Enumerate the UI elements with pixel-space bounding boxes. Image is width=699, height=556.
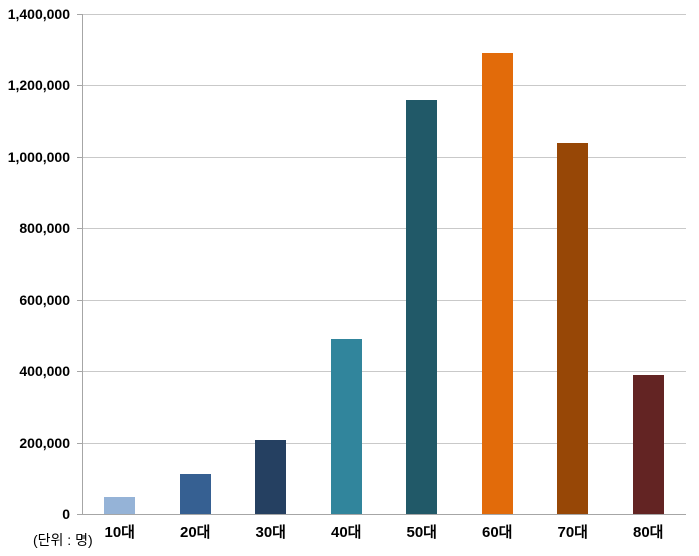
x-axis-label: 50대 — [406, 524, 438, 541]
x-axis-label: 30대 — [255, 524, 287, 541]
gridline — [82, 442, 686, 444]
y-tick — [77, 371, 82, 373]
x-axis-label: 70대 — [557, 524, 589, 541]
bar — [330, 339, 362, 514]
y-tick — [77, 85, 82, 87]
y-tick — [77, 14, 82, 15]
y-tick-label: 400,000 — [19, 363, 70, 380]
gridline — [82, 156, 686, 158]
y-axis-line — [82, 14, 83, 515]
y-tick — [77, 228, 82, 230]
x-axis-label: 40대 — [331, 524, 362, 541]
bar — [632, 374, 664, 514]
y-tick — [77, 299, 82, 301]
y-tick-label: 1,000,000 — [7, 148, 70, 165]
y-tick-label: 200,000 — [19, 434, 70, 451]
x-axis-label: 60대 — [482, 524, 513, 541]
y-tick-label: 1,400,000 — [7, 6, 70, 22]
bar — [406, 99, 438, 514]
unit-note: (단위 : 명) — [33, 532, 93, 548]
y-tick-label: 600,000 — [19, 291, 70, 308]
gridline — [82, 371, 686, 373]
y-tick-label: 0 — [62, 506, 70, 522]
y-tick — [77, 442, 82, 444]
gridline — [82, 14, 686, 15]
bar — [481, 53, 513, 514]
bar — [179, 474, 211, 514]
x-axis-line — [82, 514, 686, 515]
bar — [104, 496, 136, 514]
gridline — [82, 85, 686, 87]
bar — [255, 440, 287, 514]
y-tick — [77, 156, 82, 158]
x-axis-label: 10대 — [104, 524, 136, 541]
bar — [557, 142, 589, 514]
y-tick-label: 800,000 — [19, 220, 70, 237]
y-tick — [77, 514, 82, 515]
y-tick-label: 1,200,000 — [7, 77, 70, 94]
gridline — [82, 299, 686, 301]
x-axis-label: 20대 — [180, 524, 211, 541]
gridline — [82, 228, 686, 230]
x-axis-label: 80대 — [633, 524, 664, 541]
